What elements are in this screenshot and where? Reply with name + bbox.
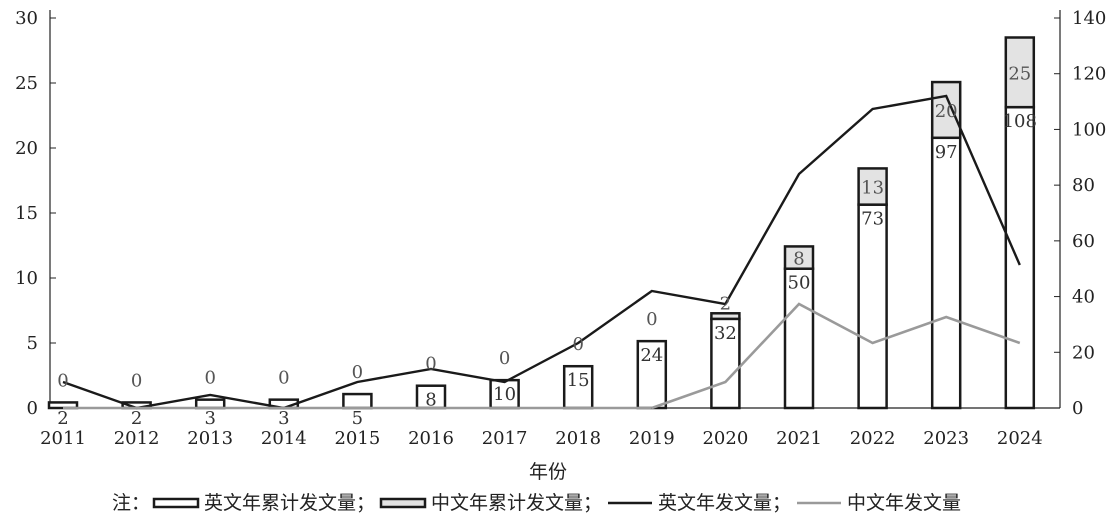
left-tick-label: 10 [15,268,38,289]
legend-item: 英文年发文量； [608,492,791,514]
x-tick-label: 2013 [187,428,233,449]
legend-item: 中文年累计发文量； [379,492,602,514]
legend-label: 英文年发文量； [658,492,791,514]
bar-label-en: 97 [935,142,958,163]
bar-label-en: 3 [278,408,289,429]
bar-en-cumulative [636,339,668,410]
bar-label-en: 24 [640,345,663,366]
bar-label-en: 50 [788,273,811,294]
left-tick-label: 25 [15,73,38,94]
right-tick-label: 0 [1072,398,1083,419]
left-tick-label: 20 [15,138,38,159]
bar-label-zh: 0 [499,348,510,369]
bar-en-cumulative [857,203,888,410]
bar-en-cumulative [489,378,520,410]
legend: 注： 英文年累计发文量； 中文年累计发文量； 英文年发文量； 中文年发文量 [112,492,961,514]
bar-zh-cumulative [1004,36,1036,109]
x-tick-label: 2012 [114,428,160,449]
x-tick-label: 2019 [629,428,675,449]
x-tick-label: 2022 [850,428,896,449]
legend-swatch-zh-bar [379,497,427,509]
bar-en-cumulative [930,136,962,410]
right-tick-label: 60 [1072,231,1095,252]
legend-label: 中文年发文量 [847,492,961,514]
legend-item: 英文年累计发文量； [152,492,375,514]
x-tick-label: 2021 [776,428,822,449]
legend-swatch-en-bar [152,497,200,509]
bar-label-en: 32 [714,323,737,344]
left-tick-label: 0 [27,398,38,419]
right-tick-label: 140 [1072,8,1106,29]
bar-label-en: 15 [567,370,590,391]
x-tick-label: 2016 [408,428,454,449]
bar-zh-cumulative [930,80,962,140]
bar-en-cumulative [1004,105,1036,410]
legend-item: 中文年发文量 [797,492,961,514]
right-tick-label: 80 [1072,175,1095,196]
bar-label-en: 2 [57,408,68,429]
bar-label-zh: 0 [572,334,583,355]
x-tick-label: 2014 [261,428,307,449]
bar-label-en: 5 [352,408,363,429]
right-tick-label: 20 [1072,342,1095,363]
x-axis-title: 年份 [529,461,567,483]
bar-label-en: 108 [1003,111,1037,132]
bar-label-en: 10 [493,384,516,405]
right-tick-label: 120 [1072,64,1106,85]
bar-label-zh: 8 [793,249,804,270]
bar-label-zh: 0 [425,354,436,375]
x-tick-label: 2024 [997,428,1043,449]
bar-label-en: 73 [861,209,884,230]
bar-label-zh: 20 [935,101,958,122]
bar-label-zh: 0 [646,309,657,330]
left-tick-label: 15 [15,203,38,224]
legend-label: 中文年累计发文量； [431,492,602,514]
bar-zh-cumulative [783,245,815,270]
bar-label-zh: 0 [352,362,363,383]
x-tick-label: 2023 [923,428,969,449]
bar-label-en: 8 [425,390,436,411]
x-tick-label: 2020 [702,428,748,449]
bar-en-cumulative [342,392,373,410]
bar-label-en: 2 [131,408,142,429]
bar-label-en: 3 [204,408,215,429]
bar-label-zh: 13 [861,178,884,199]
left-tick-label: 30 [15,8,38,29]
bar-label-zh: 25 [1008,63,1031,84]
right-tick-label: 100 [1072,119,1106,140]
bar-label-zh: 0 [57,370,68,391]
right-tick-label: 40 [1072,287,1095,308]
legend-prefix: 注： [112,492,150,514]
line-en-annual [62,94,1021,410]
bar-label-zh: 0 [204,368,215,389]
line-zh-annual [651,302,1021,410]
bars [47,36,1036,410]
legend-label: 英文年累计发文量； [204,492,375,514]
x-tick-label: 2011 [40,428,86,449]
x-tick-label: 2018 [555,428,601,449]
bar-zh-cumulative [857,167,888,206]
x-tick-label: 2017 [482,428,528,449]
x-tick-label: 2015 [334,428,380,449]
bar-en-cumulative [562,364,594,410]
bar-label-zh: 0 [278,368,289,389]
bar-zh-cumulative [710,312,741,321]
left-tick-label: 5 [27,333,38,354]
bar-label-zh: 0 [131,370,142,391]
bar-label-zh: 2 [720,293,731,314]
lines [62,94,1021,410]
